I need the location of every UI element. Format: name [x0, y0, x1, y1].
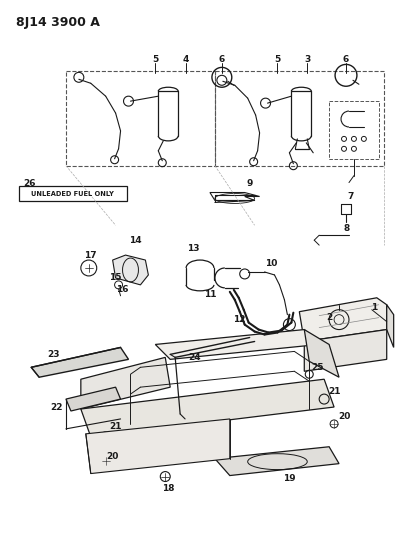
Polygon shape [81, 357, 170, 409]
Polygon shape [112, 255, 148, 285]
Text: 10: 10 [265, 259, 278, 268]
Text: 21: 21 [109, 422, 122, 431]
Polygon shape [387, 305, 394, 348]
Text: 12: 12 [233, 315, 246, 324]
Text: 9: 9 [247, 179, 253, 188]
Text: 26: 26 [23, 179, 36, 188]
Polygon shape [304, 329, 387, 372]
Text: 23: 23 [47, 350, 59, 359]
Polygon shape [31, 348, 129, 377]
Text: 16: 16 [116, 285, 129, 294]
Text: 6: 6 [219, 55, 225, 64]
Bar [329, 101, 379, 159]
Text: 5: 5 [274, 55, 280, 64]
Polygon shape [86, 419, 230, 473]
Text: 7: 7 [348, 192, 354, 201]
Text: 20: 20 [338, 413, 350, 422]
Text: 13: 13 [187, 244, 199, 253]
Polygon shape [215, 447, 339, 475]
Text: 6: 6 [343, 55, 349, 64]
Text: 19: 19 [283, 474, 296, 483]
Text: 8J14 3900 A: 8J14 3900 A [16, 16, 100, 29]
Text: 2: 2 [326, 313, 332, 322]
Text: 24: 24 [189, 353, 202, 362]
Text: 4: 4 [183, 55, 189, 64]
Text: 17: 17 [85, 251, 97, 260]
Polygon shape [155, 329, 319, 359]
Polygon shape [66, 387, 120, 411]
Text: 1: 1 [371, 303, 377, 312]
Text: 3: 3 [304, 55, 310, 64]
Bar [66, 71, 215, 166]
Text: UNLEADED FUEL ONLY: UNLEADED FUEL ONLY [31, 190, 114, 197]
Polygon shape [81, 379, 334, 437]
Bar [215, 71, 384, 166]
Polygon shape [304, 329, 339, 377]
Text: 11: 11 [204, 290, 216, 300]
Text: 25: 25 [311, 363, 324, 372]
Text: 14: 14 [129, 236, 142, 245]
Text: 5: 5 [152, 55, 158, 64]
Text: 18: 18 [162, 484, 174, 493]
Text: 21: 21 [328, 386, 340, 395]
Polygon shape [299, 298, 387, 342]
Text: 8: 8 [344, 224, 350, 233]
Bar [19, 185, 127, 201]
Text: 20: 20 [106, 452, 119, 461]
Text: 22: 22 [50, 402, 62, 411]
Text: 15: 15 [109, 273, 122, 282]
